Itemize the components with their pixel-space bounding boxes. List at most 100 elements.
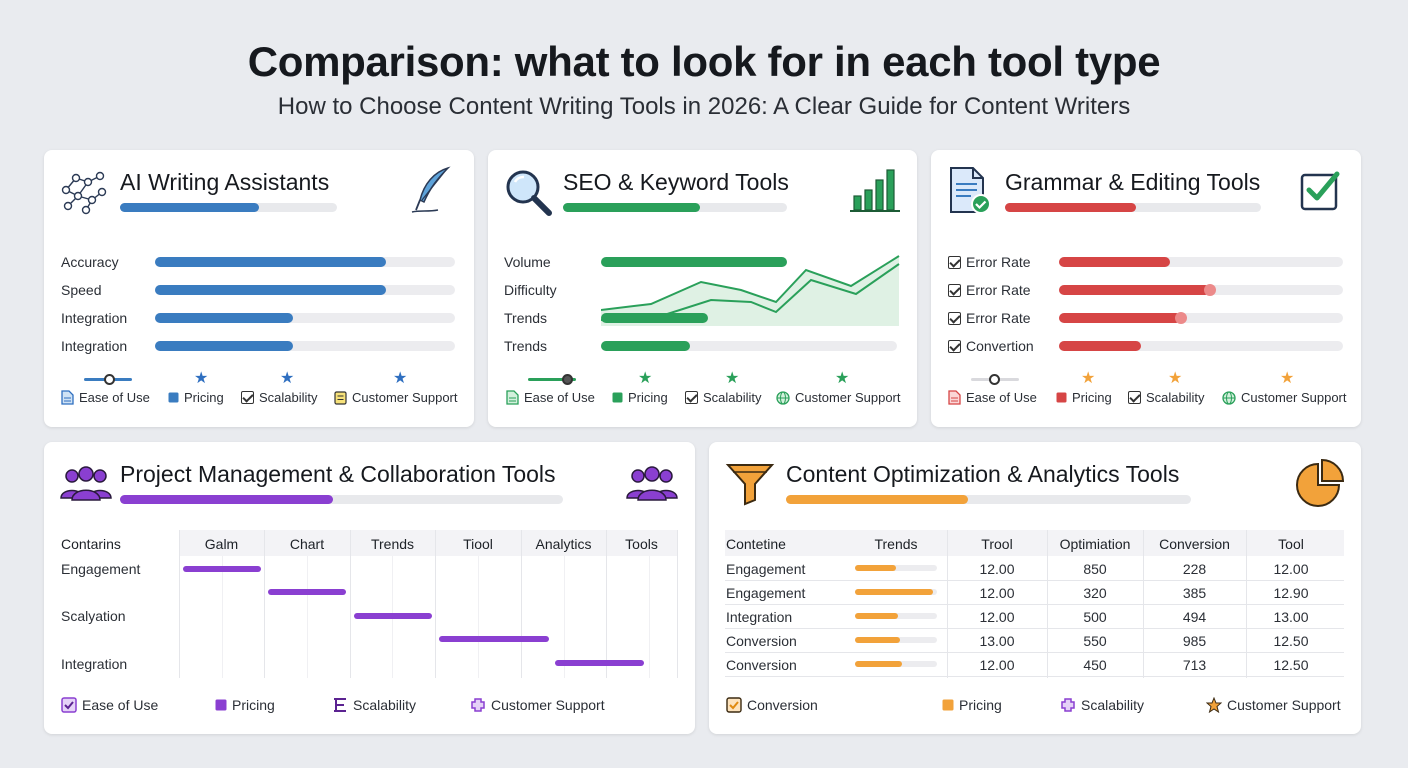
team-icon [60, 466, 112, 501]
grid-line [725, 604, 1344, 605]
star-icon: ★ [1168, 370, 1183, 387]
square-icon [1056, 392, 1067, 403]
row-label: Error Rate [948, 282, 1031, 298]
table-cell: 450 [1083, 657, 1107, 673]
row-label: Engagement [726, 585, 806, 601]
table-cell: 850 [1083, 561, 1107, 577]
metric-bar-fill [1059, 257, 1170, 267]
ease-slider[interactable] [528, 378, 576, 381]
footer-scalability: Scalability [1128, 390, 1205, 405]
table-cell: 12.90 [1273, 585, 1309, 601]
ease-slider-knob[interactable] [989, 374, 1000, 385]
grammar-editing-card: Grammar & Editing Tools Error Rate Error… [931, 150, 1361, 427]
table-cell: 12.00 [979, 585, 1015, 601]
trend-bar-fill [855, 613, 898, 619]
feather-pen-icon [411, 166, 451, 213]
grid-line [264, 530, 265, 678]
metric-bar-fill [155, 257, 386, 267]
footer-ease-of-use: Ease of Use [506, 390, 595, 405]
table-cell: 12.00 [979, 561, 1015, 577]
metric-bar-fill [1059, 313, 1182, 323]
footer-label: Ease of Use [524, 390, 595, 405]
row-label: Conversion [726, 633, 797, 649]
footer-label: Customer Support [1227, 697, 1341, 713]
footer-scalability: Scalability [241, 390, 318, 405]
column-header: Optimiation [1059, 536, 1131, 552]
column-header: Chart [289, 536, 325, 552]
footer-customer-support: Customer Support [776, 390, 901, 405]
globe-icon [776, 390, 790, 405]
table-cell: 985 [1182, 633, 1207, 649]
gantt-bar [268, 589, 346, 595]
header-progress [1005, 203, 1261, 212]
table-cell: 320 [1083, 585, 1107, 601]
footer-label: Customer Support [491, 697, 605, 713]
row-label: Trends [504, 310, 548, 326]
metric-bar [1059, 312, 1343, 324]
ease-slider-knob[interactable] [562, 374, 573, 385]
pie-chart-icon [1296, 458, 1345, 507]
footer-label: Customer Support [795, 390, 901, 405]
footer-label: Scalability [703, 390, 762, 405]
footer-label: Ease of Use [79, 390, 150, 405]
trend-bar-fill [855, 661, 902, 667]
metric-bar-fill [155, 341, 293, 351]
star-icon: ★ [194, 370, 209, 387]
row-label: Error Rate [948, 254, 1031, 270]
row-label: Volume [504, 254, 551, 270]
page-title: Comparison: what to look for in each too… [247, 38, 1161, 85]
square-icon [942, 699, 954, 711]
table-cell: 12.00 [1273, 561, 1309, 577]
footer-label: Conversion [747, 697, 818, 713]
row-label: Error Rate [948, 310, 1031, 326]
gantt-bar [354, 613, 432, 619]
metric-bar [155, 313, 455, 323]
column-header: Trends [370, 536, 415, 552]
header-progress-fill [120, 495, 333, 504]
table-cell: 12.50 [1273, 633, 1309, 649]
card-title: Project Management & Collaboration Tools [120, 461, 556, 487]
grid-line [725, 652, 1344, 653]
footer-customer-support: Customer Support [334, 390, 458, 405]
trend-bar [855, 637, 937, 643]
footer-ease-of-use: Ease of Use [61, 390, 150, 405]
table-cell: 12.00 [979, 657, 1015, 673]
metric-bar [1059, 257, 1343, 267]
checkbox-icon [1128, 391, 1141, 404]
footer-pricing: Pricing [168, 390, 224, 405]
footer-label: Pricing [959, 697, 1002, 713]
trend-bar [855, 565, 937, 571]
column-header: Tools [625, 536, 658, 552]
globe-icon [1222, 390, 1236, 405]
metric-bar-fill [601, 313, 708, 323]
network-icon [61, 171, 107, 215]
checkbox-checked-icon [726, 697, 742, 713]
metric-bar-fill [601, 257, 788, 267]
footer-pricing: Pricing [942, 697, 1002, 713]
grid-line [564, 556, 565, 678]
column-header: Tool [1278, 536, 1304, 552]
table-cell: 500 [1083, 609, 1107, 625]
footer-scalability: Scalability [1060, 697, 1144, 713]
ease-slider-knob[interactable] [104, 374, 115, 385]
footer-ease-of-use: Ease of Use [61, 697, 158, 713]
star-icon: ★ [1081, 370, 1096, 387]
metric-bar [155, 257, 455, 267]
column-header: Contetine [726, 536, 786, 552]
metric-bar [601, 313, 897, 323]
table-cell: 13.00 [1273, 609, 1309, 625]
footer-label: Ease of Use [82, 697, 159, 713]
star-icon: ★ [393, 370, 408, 387]
table-cell: 12.00 [979, 609, 1015, 625]
footer-pricing: Pricing [1056, 390, 1112, 405]
footer-label: Pricing [1072, 390, 1112, 405]
table-cell: 550 [1083, 633, 1107, 649]
document-icon [61, 390, 74, 405]
footer-label: Ease of Use [966, 390, 1037, 405]
checkbox-icon [685, 391, 698, 404]
row-label-text: Error Rate [966, 282, 1031, 298]
seo-keyword-card: SEO & Keyword Tools Volume Difficulty Tr… [488, 150, 917, 427]
table-cell: 13.00 [979, 633, 1015, 649]
checkbox-checked-icon [1300, 171, 1340, 211]
column-header: Trool [981, 536, 1013, 552]
